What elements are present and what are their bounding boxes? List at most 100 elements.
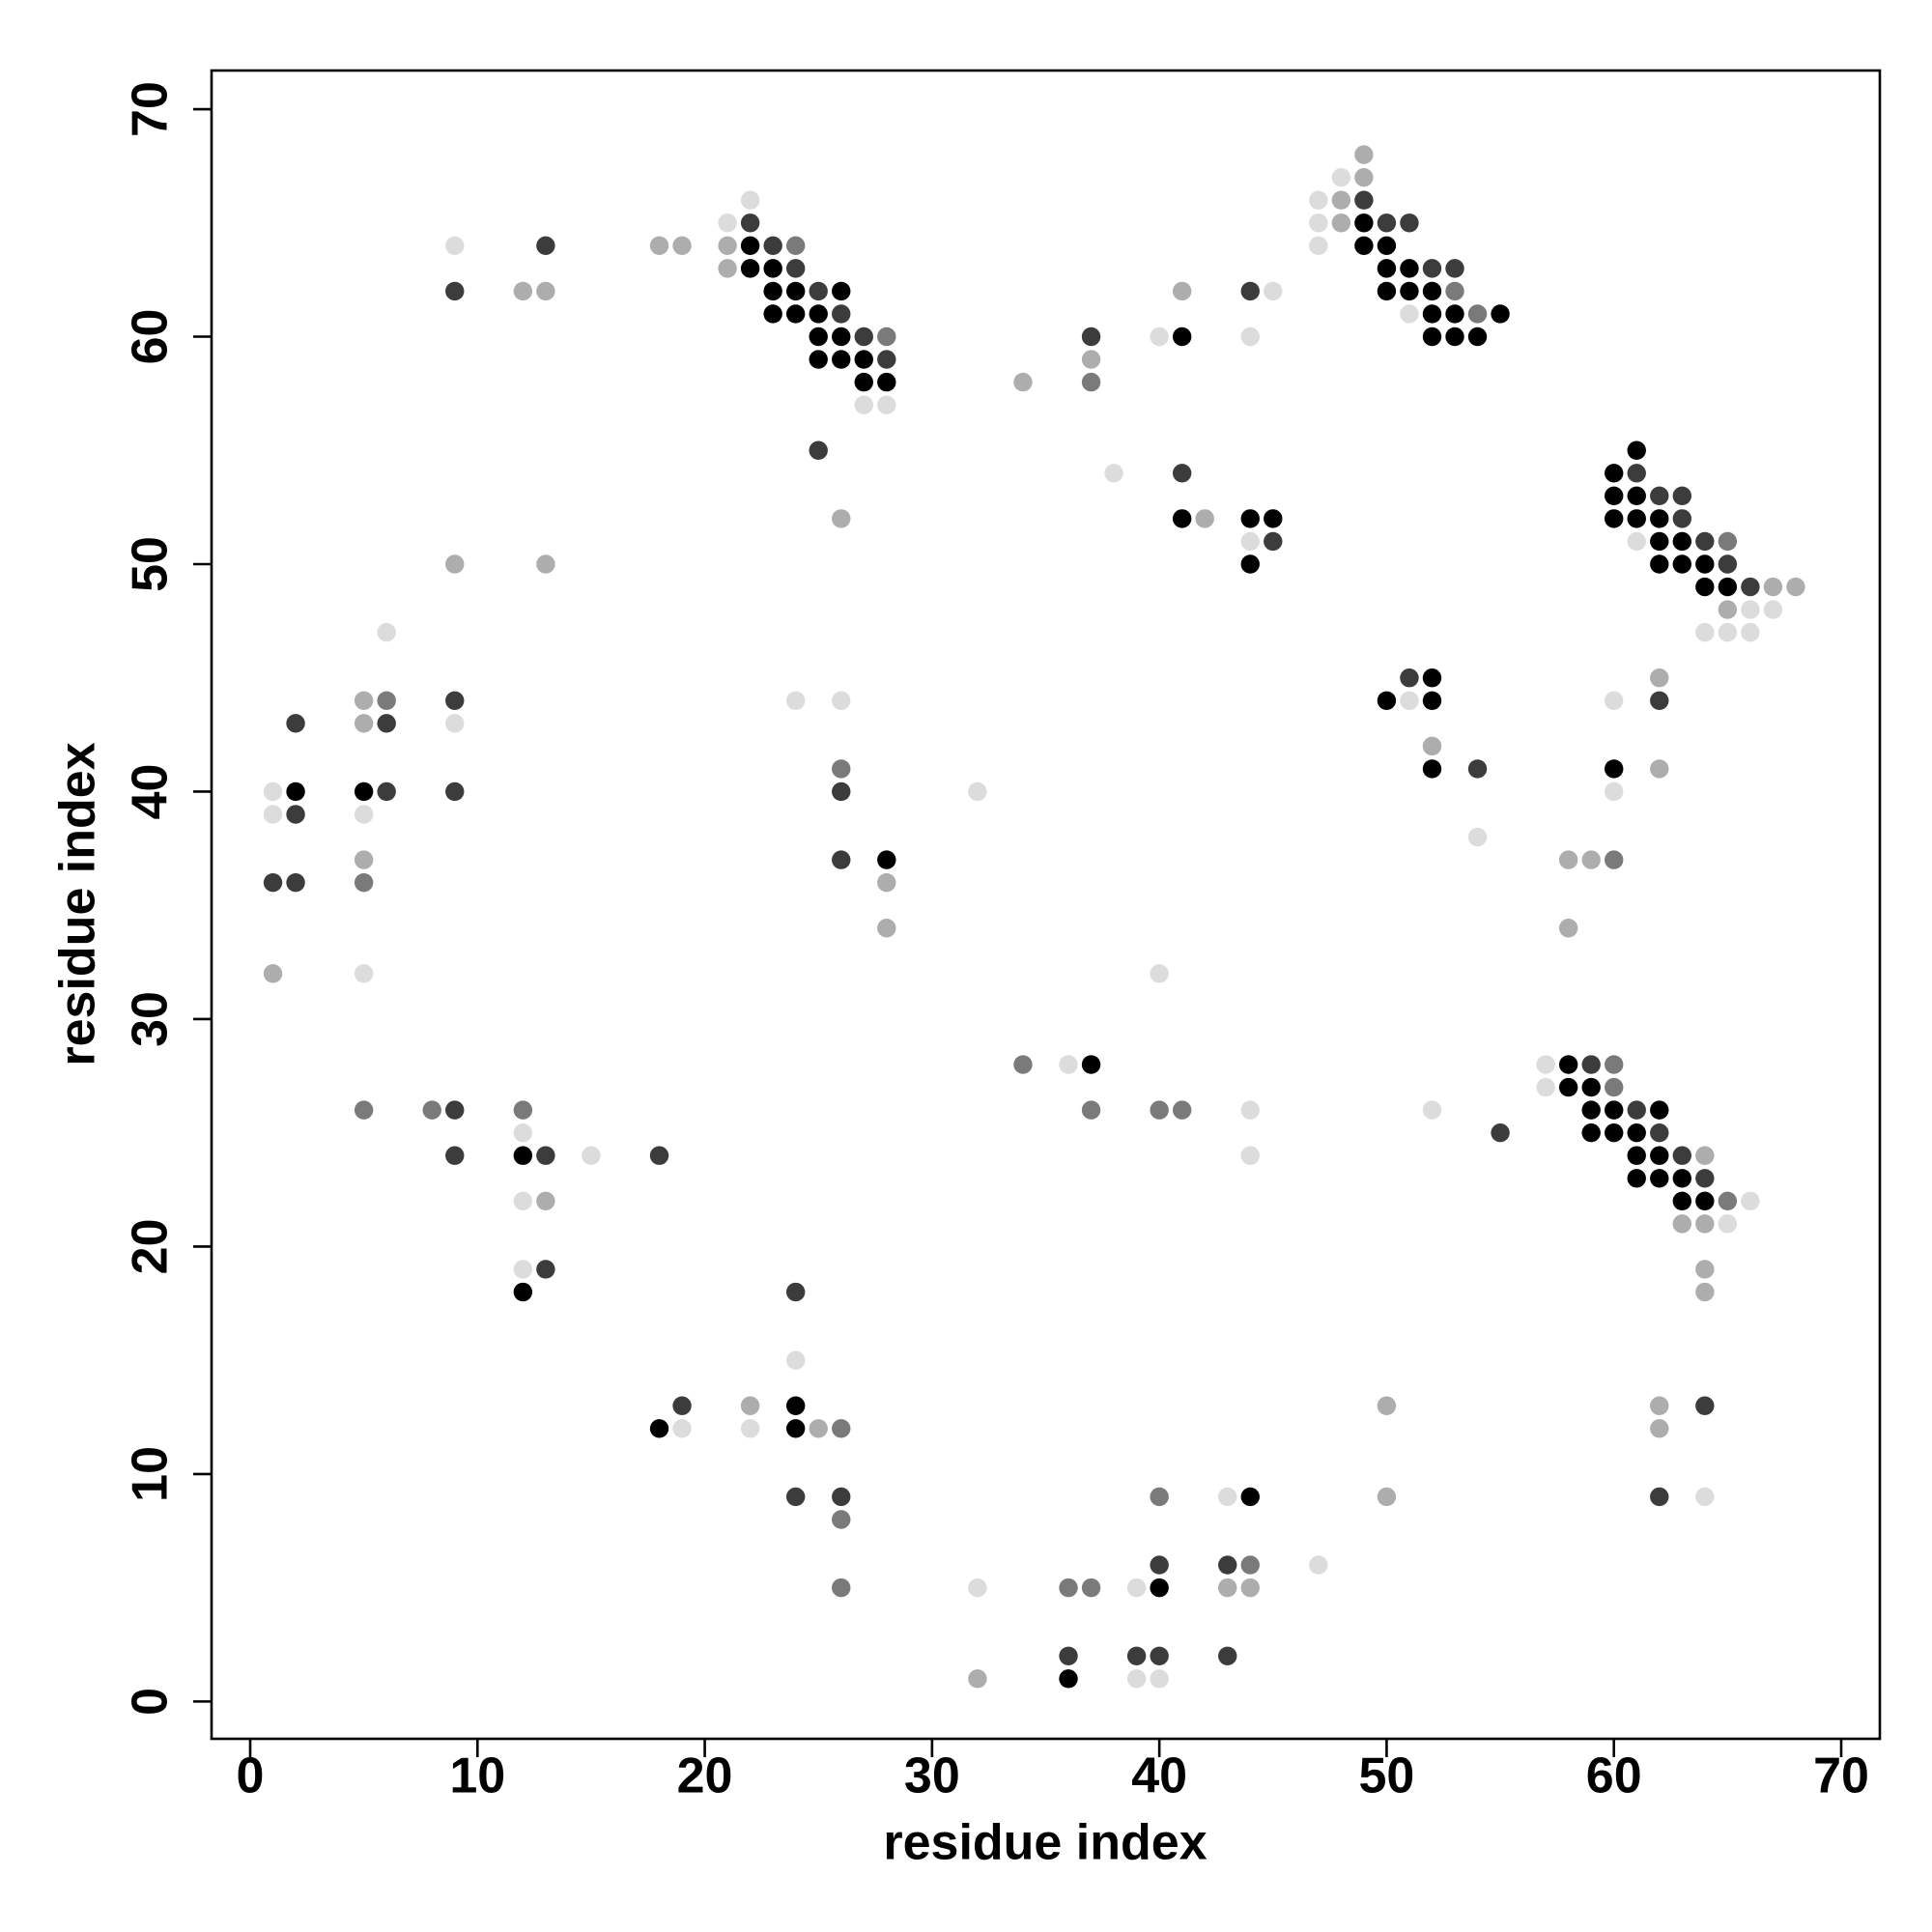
contact-point xyxy=(672,236,692,256)
contact-point xyxy=(1718,600,1738,619)
y-tick-label: 10 xyxy=(123,1446,179,1502)
contact-point xyxy=(1081,327,1101,347)
contact-point xyxy=(377,691,396,710)
contact-point xyxy=(1627,1146,1646,1165)
contact-point xyxy=(785,1396,806,1415)
contact-point xyxy=(877,395,896,414)
contact-point xyxy=(1581,1100,1601,1120)
contact-point xyxy=(1741,577,1760,597)
contact-point xyxy=(1240,327,1260,347)
contact-point xyxy=(1672,1169,1692,1188)
contact-point xyxy=(1218,1487,1237,1507)
contact-point xyxy=(1059,1646,1078,1665)
contact-point xyxy=(354,872,374,893)
contact-point xyxy=(1195,509,1214,528)
contact-point xyxy=(718,259,737,278)
contact-point xyxy=(763,236,782,256)
contact-point xyxy=(1264,509,1283,528)
contact-point xyxy=(740,236,760,256)
contact-point xyxy=(785,236,806,256)
contact-point xyxy=(649,1419,669,1438)
contact-point xyxy=(832,304,851,324)
contact-point xyxy=(1650,509,1669,528)
contact-point xyxy=(1240,1146,1260,1165)
contact-point xyxy=(1605,759,1624,779)
contact-point xyxy=(1695,577,1715,597)
contact-point xyxy=(1467,759,1488,779)
contact-point xyxy=(1240,1577,1260,1598)
contact-point xyxy=(1763,577,1783,597)
contact-point xyxy=(1150,1487,1169,1507)
contact-point xyxy=(672,1396,692,1415)
contact-point xyxy=(536,236,555,256)
contact-point xyxy=(1172,281,1192,301)
contact-point xyxy=(718,236,737,256)
contact-point xyxy=(1467,304,1488,324)
contact-point xyxy=(877,850,896,869)
contact-point xyxy=(536,1191,555,1211)
contact-point xyxy=(1400,668,1419,688)
contact-point xyxy=(377,781,396,802)
contact-point xyxy=(1650,1122,1669,1143)
contact-point xyxy=(1422,691,1442,710)
contact-point xyxy=(445,281,465,301)
plot-frame xyxy=(210,69,1882,1741)
contact-point xyxy=(1786,577,1805,597)
contact-point xyxy=(1150,1100,1169,1120)
contact-point xyxy=(1627,486,1646,506)
contact-point xyxy=(1013,372,1033,392)
contact-point xyxy=(1400,304,1419,324)
contact-point xyxy=(649,1146,669,1165)
contact-point xyxy=(1331,167,1351,187)
contact-point xyxy=(1581,1077,1601,1097)
contact-point xyxy=(445,236,465,256)
contact-point xyxy=(1605,509,1624,528)
contact-point xyxy=(832,350,851,369)
contact-point xyxy=(763,281,782,301)
y-tick-label: 70 xyxy=(123,81,179,137)
contact-point xyxy=(1150,1669,1169,1689)
contact-point xyxy=(1536,1077,1555,1097)
contact-point xyxy=(1695,1396,1715,1415)
contact-point xyxy=(854,395,873,414)
x-tick-label: 30 xyxy=(904,1748,960,1804)
contact-point xyxy=(1400,691,1419,710)
contact-point xyxy=(1627,1122,1646,1143)
contact-point xyxy=(1377,1487,1397,1507)
contact-point xyxy=(1081,372,1101,392)
contact-point xyxy=(832,1577,851,1598)
contact-point xyxy=(1650,1146,1669,1165)
contact-point xyxy=(740,1419,760,1438)
contact-point xyxy=(1491,304,1510,324)
contact-point xyxy=(1650,1487,1669,1507)
contact-point xyxy=(968,1669,987,1689)
contact-point xyxy=(513,281,533,301)
x-tick-label: 10 xyxy=(449,1748,505,1804)
contact-point xyxy=(1718,577,1738,597)
contact-point xyxy=(1467,827,1488,847)
contact-point xyxy=(1650,759,1669,779)
contact-point xyxy=(513,1100,533,1120)
contact-point xyxy=(785,304,806,324)
contact-point xyxy=(1627,1100,1646,1120)
contact-point xyxy=(1605,781,1624,802)
contact-point xyxy=(1605,850,1624,869)
contact-point xyxy=(1536,1055,1555,1074)
contact-point xyxy=(1672,554,1692,574)
contact-point xyxy=(1354,190,1374,210)
y-tick-label: 20 xyxy=(123,1219,179,1275)
contact-point xyxy=(1081,1577,1101,1598)
contact-point xyxy=(1240,554,1260,574)
contact-point xyxy=(740,213,760,233)
contact-point xyxy=(1695,1191,1715,1211)
contact-point xyxy=(1581,1122,1601,1143)
contact-point xyxy=(513,1122,533,1143)
contact-point xyxy=(785,281,806,301)
contact-point xyxy=(263,781,283,802)
contact-point xyxy=(1718,1214,1738,1234)
y-tick-label: 60 xyxy=(123,309,179,365)
contact-point xyxy=(1422,668,1442,688)
contact-point xyxy=(763,304,782,324)
contact-point xyxy=(1605,486,1624,506)
contact-point xyxy=(1650,1419,1669,1438)
